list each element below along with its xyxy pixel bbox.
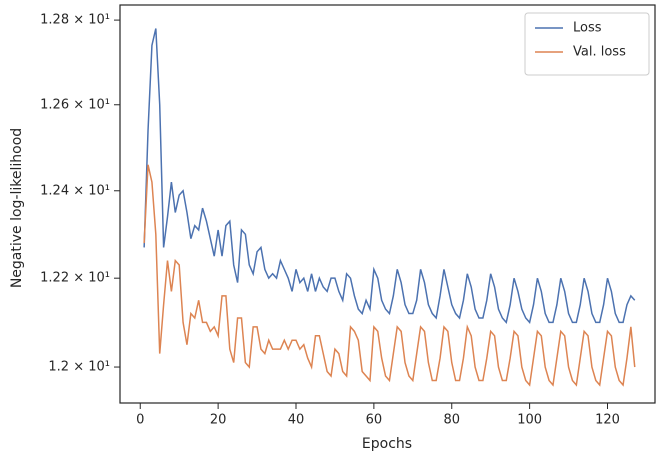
y-tick-label: 1.24 × 10¹ bbox=[40, 183, 110, 198]
x-tick-label: 20 bbox=[210, 413, 227, 428]
x-tick-label: 60 bbox=[366, 413, 383, 428]
legend-label: Loss bbox=[573, 21, 602, 36]
y-tick-label: 1.22 × 10¹ bbox=[40, 271, 110, 286]
x-tick-label: 120 bbox=[595, 413, 620, 428]
y-tick-label: 1.26 × 10¹ bbox=[40, 97, 110, 112]
x-tick-label: 100 bbox=[517, 413, 542, 428]
y-tick-label: 1.2 × 10¹ bbox=[48, 360, 110, 375]
line bbox=[143, 28, 636, 325]
y-axis-label: Negative log-likelihood bbox=[9, 128, 25, 288]
x-tick-label: 0 bbox=[136, 413, 144, 428]
legend-label: Val. loss bbox=[573, 45, 626, 60]
plot-frame bbox=[119, 4, 656, 404]
x-axis-label: Epochs bbox=[362, 436, 412, 452]
y-tick-label: 1.28 × 10¹ bbox=[40, 13, 110, 28]
x-tick-label: 80 bbox=[443, 413, 460, 428]
line bbox=[143, 164, 636, 387]
x-tick-label: 40 bbox=[288, 413, 305, 428]
